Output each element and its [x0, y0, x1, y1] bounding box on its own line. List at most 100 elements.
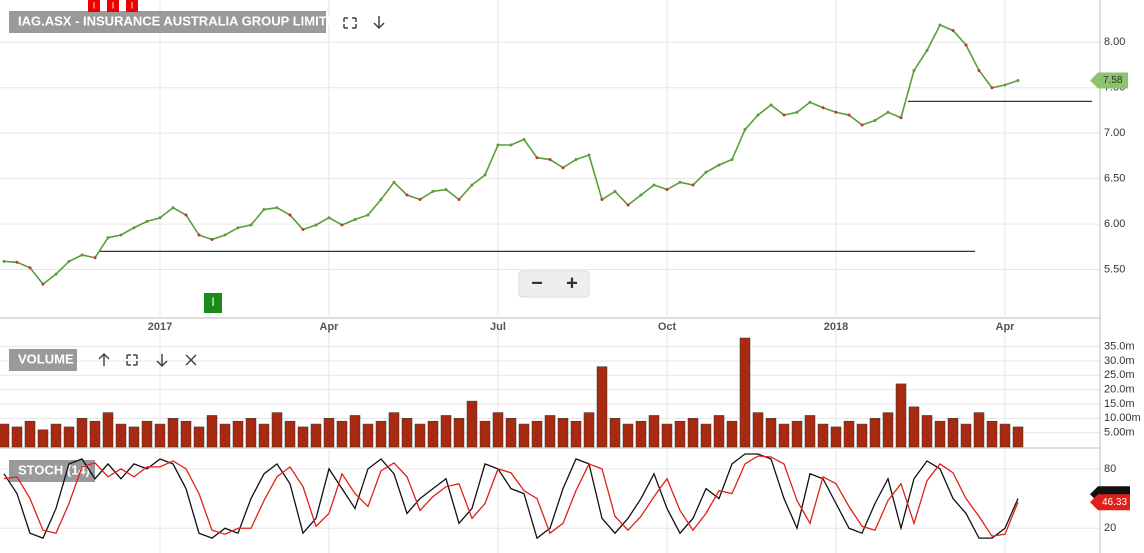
price-point: [678, 180, 682, 184]
volume-bar: [245, 418, 257, 448]
price-point: [405, 193, 409, 197]
x-tick-label: 2018: [824, 321, 848, 333]
volume-bar: [440, 415, 452, 448]
volume-bar: [544, 415, 556, 448]
price-point: [808, 100, 812, 104]
price-point: [54, 272, 58, 276]
price-point: [717, 163, 721, 167]
zoom-in[interactable]: +: [566, 272, 578, 294]
price-point: [626, 203, 630, 207]
price-point: [548, 158, 552, 162]
price-point: [275, 206, 279, 210]
price-point: [600, 198, 604, 202]
price-point: [67, 259, 71, 263]
volume-bar: [934, 420, 946, 448]
volume-bar: [297, 426, 309, 448]
volume-bar: [115, 423, 127, 448]
volume-bar: [921, 415, 933, 448]
expand-icon[interactable]: [126, 354, 138, 366]
volume-bar: [362, 423, 374, 448]
event-marker-label: I: [131, 0, 134, 10]
price-point: [431, 189, 435, 193]
price-point: [483, 173, 487, 177]
title-box: [9, 460, 95, 482]
price-point: [223, 233, 227, 237]
volume-bar: [596, 366, 608, 448]
volume-title: VOLUME: [18, 351, 74, 366]
volume-bar: [258, 423, 270, 448]
price-point: [847, 113, 851, 117]
price-point: [197, 233, 201, 237]
volume-bar: [765, 418, 777, 448]
panel-icons[interactable]: [98, 16, 385, 368]
price-point: [496, 143, 500, 147]
volume-bar: [531, 420, 543, 448]
volume-bar: [401, 418, 413, 448]
volume-bar: [947, 418, 959, 448]
price-point: [613, 189, 617, 193]
price-point: [561, 166, 565, 170]
volume-bar: [583, 412, 595, 448]
volume-bar: [505, 418, 517, 448]
title-box: [9, 11, 326, 33]
volume-bar: [76, 418, 88, 448]
zoom-out[interactable]: −: [531, 272, 543, 294]
price-point: [873, 118, 877, 122]
price-point: [444, 188, 448, 192]
volume-bar: [427, 420, 439, 448]
up-icon[interactable]: [98, 352, 110, 366]
volume-bar: [1012, 426, 1024, 448]
y-tick-label: 7.00: [1104, 127, 1125, 139]
volume-bar: [375, 420, 387, 448]
volume-bar: [0, 423, 10, 448]
expand-icon[interactable]: [343, 17, 357, 29]
price-point: [2, 259, 6, 263]
volume-bar: [908, 406, 920, 448]
volume-bar: [232, 420, 244, 448]
chart-title: IAG.ASX - INSURANCE AUSTRALIA GROUP LIMI…: [18, 13, 345, 28]
price-point: [314, 223, 318, 227]
price-point: [93, 256, 97, 260]
volume-bar: [414, 423, 426, 448]
price-point: [977, 68, 981, 72]
price-point: [691, 183, 695, 187]
price-point: [145, 219, 149, 223]
price-point: [132, 226, 136, 230]
close-icon[interactable]: [185, 354, 197, 366]
x-tick-label: Apr: [996, 321, 1016, 333]
price-point: [28, 266, 32, 270]
y-tick-label: 6.50: [1104, 173, 1125, 185]
price-point: [262, 208, 266, 212]
y-tick-label: 6.00: [1104, 218, 1125, 230]
price-point: [119, 233, 123, 237]
volume-bar: [193, 426, 205, 448]
y-tick-label: 15.0m: [1104, 398, 1135, 410]
price-point: [743, 128, 747, 132]
down-icon[interactable]: [156, 354, 168, 368]
price-point: [1016, 78, 1020, 82]
volume-bar: [960, 423, 972, 448]
volume-bar: [687, 418, 699, 448]
series-line: [3, 453, 1019, 540]
price-point: [509, 143, 513, 147]
price-point: [860, 123, 864, 127]
volume-bar: [791, 420, 803, 448]
title-box: [9, 349, 77, 371]
price-point: [41, 282, 45, 286]
y-tick-label: 35.0m: [1104, 341, 1135, 353]
price-point: [665, 188, 669, 192]
zoom-controls[interactable]: [518, 270, 590, 298]
price-point: [80, 253, 84, 257]
price-point: [522, 138, 526, 142]
volume-bar: [609, 418, 621, 448]
volume-bar: [713, 415, 725, 448]
price-point: [964, 43, 968, 47]
price-point: [769, 103, 773, 107]
price-point: [392, 180, 396, 184]
volume-bar: [830, 426, 842, 448]
price-point: [366, 213, 370, 217]
volume-bar: [817, 423, 829, 448]
volume-bar: [180, 420, 192, 448]
down-icon[interactable]: [373, 16, 385, 30]
